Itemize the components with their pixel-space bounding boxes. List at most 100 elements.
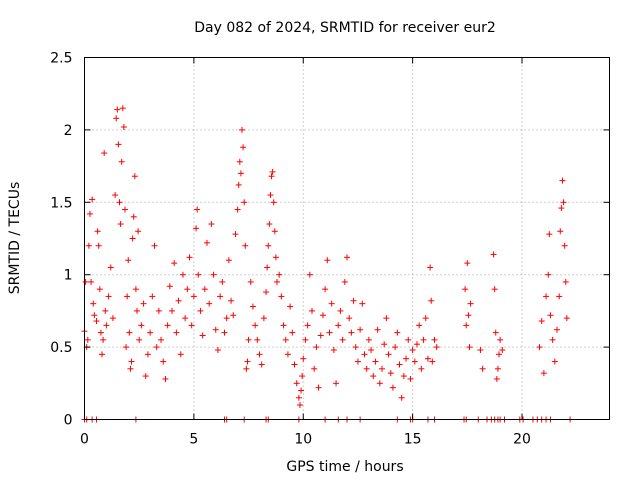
data-point <box>130 213 137 220</box>
data-point <box>549 336 556 343</box>
data-point <box>120 124 127 131</box>
data-point <box>90 300 97 307</box>
data-point <box>368 346 375 353</box>
data-point <box>131 173 138 180</box>
data-point <box>102 307 109 314</box>
x-tick-label: 15 <box>404 432 422 448</box>
data-point <box>494 365 501 372</box>
data-point <box>249 303 256 310</box>
data-point <box>118 158 125 165</box>
data-point <box>296 402 303 409</box>
data-point <box>144 351 151 358</box>
data-point <box>129 235 136 242</box>
data-point <box>230 312 237 319</box>
data-point <box>330 346 337 353</box>
data-point <box>138 322 145 329</box>
data-point <box>93 318 100 325</box>
data-point <box>88 278 95 285</box>
x-tick-label: 20 <box>513 432 531 448</box>
data-point <box>396 361 403 368</box>
data-point <box>256 351 263 358</box>
data-point <box>134 307 140 314</box>
data-point <box>372 358 379 365</box>
data-point <box>254 336 261 343</box>
data-point <box>105 293 112 300</box>
data-point <box>97 329 104 336</box>
data-point <box>428 297 435 304</box>
data-point <box>135 228 142 235</box>
data-point <box>465 312 472 319</box>
data-point <box>258 361 265 368</box>
data-point <box>164 322 171 329</box>
data-point <box>210 271 217 278</box>
data-point <box>326 329 333 336</box>
data-point <box>166 283 173 290</box>
data-point <box>119 105 126 112</box>
data-point <box>538 318 545 325</box>
data-point <box>271 228 278 235</box>
data-point <box>354 358 361 365</box>
data-point <box>479 365 486 372</box>
data-point <box>112 192 119 199</box>
data-point <box>462 286 469 293</box>
data-point <box>236 158 243 165</box>
data-point <box>84 336 91 343</box>
data-point <box>123 344 130 351</box>
data-point <box>293 380 300 387</box>
data-point <box>557 228 564 235</box>
data-point <box>91 312 98 319</box>
data-point <box>282 336 289 343</box>
data-point <box>403 355 410 362</box>
data-point <box>560 199 567 206</box>
x-axis-label: GPS time / hours <box>286 459 403 475</box>
data-point <box>184 286 191 293</box>
data-point <box>270 199 277 206</box>
data-point <box>272 254 279 261</box>
data-point <box>221 329 228 336</box>
data-point <box>551 358 558 365</box>
data-point <box>243 365 250 372</box>
data-point <box>265 242 272 249</box>
data-point <box>263 289 270 296</box>
data-point <box>125 257 132 264</box>
data-point <box>547 312 554 319</box>
data-point <box>491 286 498 293</box>
data-point <box>132 286 139 293</box>
data-point <box>389 384 396 391</box>
data-point <box>188 322 195 329</box>
data-point <box>169 307 175 314</box>
data-point <box>313 344 320 351</box>
data-point <box>309 307 315 314</box>
data-point <box>536 344 543 351</box>
data-point <box>405 336 412 343</box>
data-point <box>365 336 372 343</box>
data-point <box>545 271 552 278</box>
data-point <box>232 231 239 238</box>
data-point <box>359 300 366 307</box>
data-point <box>499 346 506 353</box>
y-tick-label: 2 <box>64 123 73 139</box>
data-point <box>558 205 565 212</box>
data-point <box>140 300 147 307</box>
data-point <box>235 181 242 188</box>
data-point <box>477 346 484 353</box>
data-point <box>304 322 311 329</box>
data-point <box>376 380 383 387</box>
data-point <box>463 322 470 329</box>
data-point <box>400 373 407 380</box>
x-tick-label: 0 <box>80 432 89 448</box>
data-point <box>204 239 210 246</box>
data-point <box>394 329 401 336</box>
data-point <box>228 297 235 304</box>
data-point <box>124 293 131 300</box>
data-point <box>563 315 570 322</box>
data-point <box>100 336 107 343</box>
data-point <box>186 254 193 261</box>
data-point <box>194 206 201 213</box>
data-point <box>431 336 438 343</box>
data-point <box>179 271 186 278</box>
data-point <box>311 365 318 372</box>
data-point <box>86 210 93 217</box>
data-point <box>195 271 202 278</box>
data-point <box>339 336 346 343</box>
